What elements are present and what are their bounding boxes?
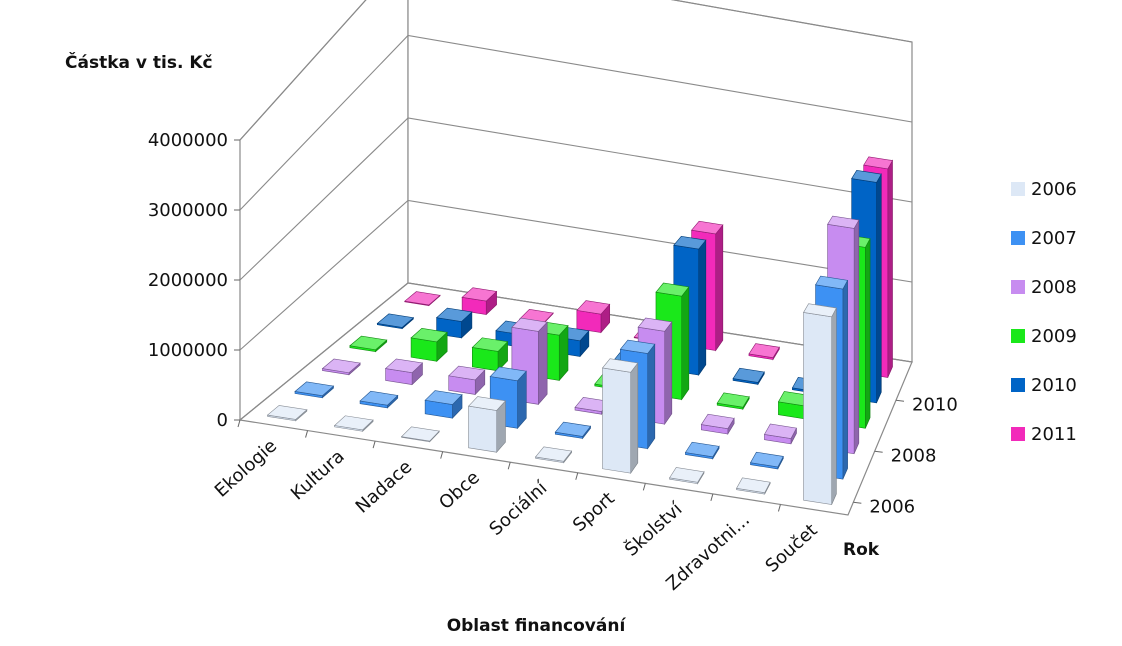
x-tick-mark bbox=[372, 440, 376, 449]
legend-swatch bbox=[1011, 329, 1025, 343]
chart-bars bbox=[266, 156, 893, 505]
x-tick-mark bbox=[440, 451, 444, 459]
bar-2009-3 bbox=[471, 337, 509, 372]
legend-label: 2006 bbox=[1031, 179, 1077, 200]
category-label: Sociální bbox=[485, 477, 552, 540]
category-label: Kultura bbox=[287, 446, 349, 505]
bar-2009-2 bbox=[410, 327, 448, 362]
category-label: Ekologie bbox=[211, 435, 281, 501]
depth-tick-mark bbox=[895, 399, 905, 402]
y-tick-label: 2000000 bbox=[148, 270, 228, 291]
depth-tick-label: 2008 bbox=[891, 445, 937, 466]
bar-2006-5 bbox=[534, 446, 573, 464]
legend-swatch bbox=[1011, 231, 1025, 245]
x-tick-mark bbox=[237, 419, 241, 428]
x-tick-mark bbox=[777, 504, 781, 512]
bar-2011-1 bbox=[404, 291, 441, 307]
bar-2008-1 bbox=[321, 358, 361, 376]
gridline bbox=[239, 117, 913, 281]
bar-2011-2 bbox=[461, 287, 498, 316]
category-label: Součet bbox=[762, 520, 822, 577]
category-label: Sport bbox=[569, 488, 619, 536]
category-label: Obce bbox=[435, 467, 484, 514]
category-label: Školství bbox=[620, 497, 687, 560]
gridline bbox=[239, 282, 913, 421]
bar-2006-3 bbox=[400, 426, 440, 443]
bar-2011-7 bbox=[748, 343, 780, 361]
legend-swatch bbox=[1011, 182, 1025, 196]
bar-2007-7 bbox=[684, 441, 720, 460]
gridline bbox=[239, 0, 913, 141]
depth-tick-mark bbox=[853, 501, 862, 504]
bar-2007-2 bbox=[359, 390, 399, 409]
bar-2006-2 bbox=[333, 415, 374, 432]
x-tick-mark bbox=[710, 493, 714, 502]
bar-2010-1 bbox=[376, 313, 415, 330]
legend-swatch bbox=[1011, 427, 1025, 441]
depth-tick-label: 2010 bbox=[912, 394, 958, 415]
y-tick-label: 0 bbox=[217, 410, 228, 431]
bar-2006-4 bbox=[467, 396, 507, 454]
category-label: Nadace bbox=[352, 456, 417, 517]
x-tick-mark bbox=[305, 430, 309, 438]
bar-2006-9 bbox=[803, 303, 837, 505]
legend-label: 2007 bbox=[1031, 228, 1077, 249]
bar-2007-5 bbox=[554, 421, 592, 440]
bar-2010-7 bbox=[732, 367, 765, 386]
depth-axis-title: Rok bbox=[843, 540, 880, 560]
bar-2007-1 bbox=[294, 381, 335, 399]
bar-2006-1 bbox=[266, 405, 308, 422]
bar-2009-7 bbox=[716, 392, 750, 411]
legend-label: 2009 bbox=[1031, 326, 1077, 347]
x-tick-mark bbox=[575, 472, 579, 480]
y-tick-label: 1000000 bbox=[148, 340, 228, 361]
chart-walls bbox=[234, 0, 913, 516]
legend-swatch bbox=[1011, 280, 1025, 294]
x-tick-mark bbox=[642, 483, 646, 491]
legend-label: 2008 bbox=[1031, 277, 1077, 298]
bar-2009-1 bbox=[349, 335, 388, 353]
bar-2007-3 bbox=[424, 390, 463, 419]
bar-2008-7 bbox=[700, 413, 735, 436]
depth-tick-label: 2006 bbox=[869, 496, 915, 517]
gridline bbox=[239, 34, 913, 211]
bar-2006-8 bbox=[736, 477, 771, 495]
y-tick-label: 4000000 bbox=[148, 130, 228, 151]
bar-2008-3 bbox=[448, 365, 486, 396]
bar-2006-6 bbox=[601, 358, 639, 475]
depth-tick-mark bbox=[874, 450, 883, 453]
bar-2007-8 bbox=[750, 451, 784, 470]
bar-2006-7 bbox=[669, 467, 705, 485]
y-tick-label: 3000000 bbox=[148, 200, 228, 221]
chart-legend: 2006 2007 2008 2009 2010 2011 bbox=[1011, 179, 1077, 445]
gridline bbox=[239, 199, 913, 351]
x-axis-title: Oblast financování bbox=[447, 616, 627, 636]
x-tick-mark bbox=[507, 462, 511, 470]
legend-label: 2010 bbox=[1031, 375, 1077, 396]
legend-swatch bbox=[1011, 378, 1025, 392]
y-axis-title: Částka v tis. Kč bbox=[65, 51, 213, 73]
legend-label: 2011 bbox=[1031, 424, 1077, 445]
bar-2008-2 bbox=[384, 358, 424, 386]
bar-2011-4 bbox=[576, 300, 611, 334]
bar-2008-8 bbox=[763, 423, 797, 445]
